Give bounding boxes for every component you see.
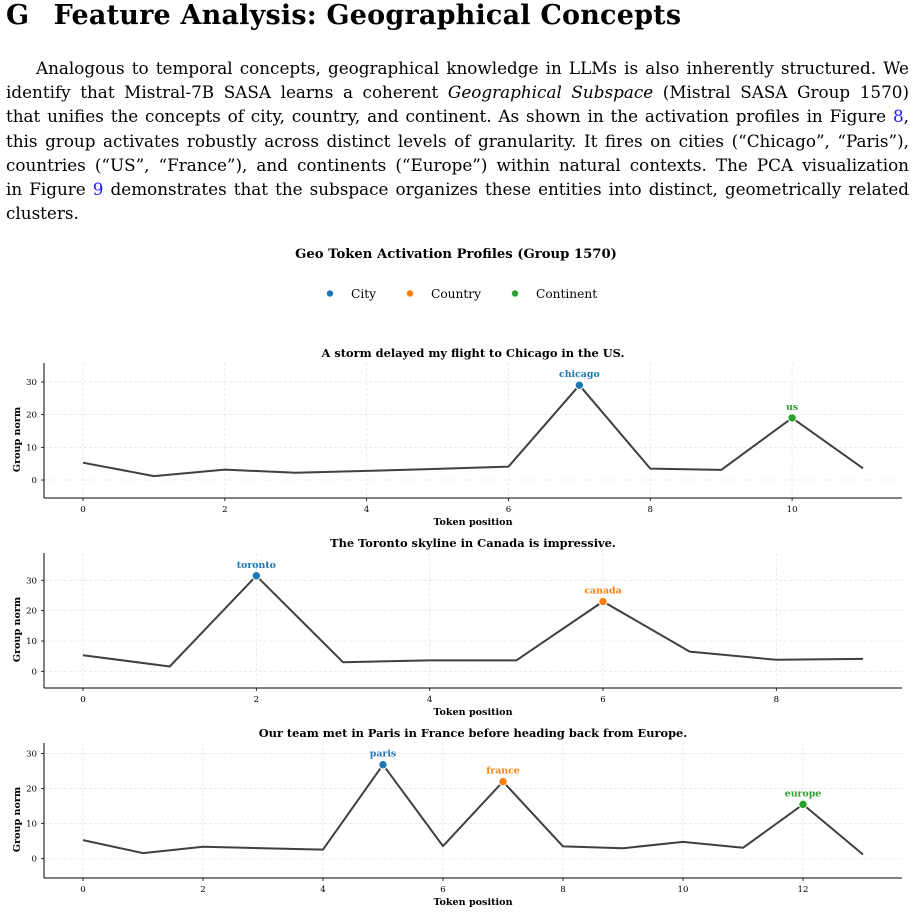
legend-marker-country xyxy=(406,290,414,297)
chart-panel-2: The Toronto skyline in Canada is impress… xyxy=(12,536,902,718)
x-tick-label: 10 xyxy=(787,505,798,515)
highlight-point-canada xyxy=(598,596,608,607)
highlight-label-paris: paris xyxy=(370,749,396,760)
figure-legend: City Country Continent xyxy=(326,287,597,301)
figure-8-link[interactable]: 8 xyxy=(892,106,904,127)
highlight-point-paris xyxy=(378,760,388,770)
section-number: G xyxy=(6,0,30,31)
legend-marker-continent xyxy=(511,290,519,297)
chart-title: Our team met in Paris in France before h… xyxy=(259,726,688,740)
highlight-point-chicago xyxy=(574,380,585,390)
paragraph-line: this group activates robustly across dis… xyxy=(6,130,909,151)
y-axis-label: Group norm xyxy=(12,787,23,852)
x-tick-label: 4 xyxy=(427,695,433,705)
figure-title: Geo Token Activation Profiles (Group 157… xyxy=(295,247,617,262)
emphasis-text: Geographical Subspace xyxy=(447,82,654,103)
x-tick-label: 12 xyxy=(798,885,809,895)
x-tick-label: 6 xyxy=(440,885,445,895)
chart-panels: A storm delayed my flight to Chicago in … xyxy=(12,346,902,908)
x-tick-label: 2 xyxy=(222,505,227,515)
activation-line xyxy=(82,763,864,856)
y-tick-label: 20 xyxy=(26,411,37,421)
activation-line xyxy=(82,384,864,478)
legend-marker-city xyxy=(326,290,334,297)
text-run: (Mistral SASA Group 1570) xyxy=(653,82,910,103)
legend-label-country: Country xyxy=(431,287,481,301)
highlight-point-toronto xyxy=(251,571,262,581)
x-axis-label: Token position xyxy=(433,707,512,718)
body-paragraph: Analogous to temporal concepts, geograph… xyxy=(6,56,909,225)
paragraph-line: countries (“US”, “France”), and continen… xyxy=(6,154,909,175)
y-tick-label: 10 xyxy=(26,443,37,453)
text-run: demonstrates that the subspace organizes… xyxy=(103,179,910,200)
x-tick-label: 0 xyxy=(80,885,85,895)
x-tick-label: 6 xyxy=(506,505,511,515)
x-tick-label: 4 xyxy=(364,505,370,515)
text-run: , xyxy=(903,106,909,127)
paragraph-line: clusters. xyxy=(6,203,79,224)
highlight-label-chicago: chicago xyxy=(559,369,600,380)
x-tick-label: 8 xyxy=(774,695,779,705)
text-run: in Figure xyxy=(6,179,93,200)
y-tick-label: 0 xyxy=(32,855,37,865)
highlight-label-toronto: toronto xyxy=(237,560,276,571)
chart-panel-3: Our team met in Paris in France before h… xyxy=(12,726,902,908)
x-tick-label: 4 xyxy=(320,885,326,895)
chart-panel-1: A storm delayed my flight to Chicago in … xyxy=(12,346,902,528)
y-tick-label: 10 xyxy=(26,820,37,830)
x-axis-label: Token position xyxy=(433,517,512,528)
chart-title: A storm delayed my flight to Chicago in … xyxy=(321,346,625,360)
y-tick-label: 20 xyxy=(26,607,37,617)
highlight-label-us: us xyxy=(786,402,798,413)
highlight-label-canada: canada xyxy=(584,586,621,597)
y-axis-label: Group norm xyxy=(12,597,23,662)
x-tick-label: 2 xyxy=(200,885,205,895)
highlight-label-france: france xyxy=(486,766,520,777)
y-tick-label: 0 xyxy=(32,667,37,677)
text-run: identify that Mistral-7B SASA learns a c… xyxy=(6,82,448,103)
y-tick-label: 30 xyxy=(26,378,37,388)
paragraph-line: in Figure 9 demonstrates that the subspa… xyxy=(6,177,909,201)
x-tick-label: 8 xyxy=(648,505,653,515)
section-heading: G Feature Analysis: Geographical Concept… xyxy=(6,0,681,31)
highlight-point-france xyxy=(498,776,508,787)
x-tick-label: 10 xyxy=(678,885,689,895)
highlight-point-us xyxy=(787,413,797,423)
paragraph-line: identify that Mistral-7B SASA learns a c… xyxy=(6,80,909,104)
activation-line xyxy=(82,574,864,668)
y-tick-label: 10 xyxy=(26,637,37,647)
legend-label-city: City xyxy=(351,287,376,301)
figure-9-link[interactable]: 9 xyxy=(92,179,104,200)
x-axis-label: Token position xyxy=(433,897,512,908)
highlight-label-europe: europe xyxy=(785,788,822,799)
x-tick-label: 2 xyxy=(254,695,259,705)
y-tick-label: 20 xyxy=(26,785,37,795)
y-axis-label: Group norm xyxy=(12,407,23,472)
y-tick-label: 30 xyxy=(26,750,37,760)
legend-label-continent: Continent xyxy=(536,287,597,301)
text-run: that unifies the concepts of city, count… xyxy=(6,106,893,127)
activation-profiles-figure: Geo Token Activation Profiles (Group 157… xyxy=(12,247,902,908)
x-tick-label: 6 xyxy=(600,695,605,705)
y-tick-label: 0 xyxy=(32,476,37,486)
section-title: Feature Analysis: Geographical Concepts xyxy=(53,0,682,31)
paragraph-line: that unifies the concepts of city, count… xyxy=(6,104,909,128)
x-tick-label: 0 xyxy=(80,695,85,705)
x-tick-label: 0 xyxy=(80,505,85,515)
paragraph-line: Analogous to temporal concepts, geograph… xyxy=(36,58,909,78)
x-tick-label: 8 xyxy=(560,885,565,895)
y-tick-label: 30 xyxy=(26,576,37,586)
highlight-point-europe xyxy=(798,799,808,810)
chart-title: The Toronto skyline in Canada is impress… xyxy=(330,536,616,550)
